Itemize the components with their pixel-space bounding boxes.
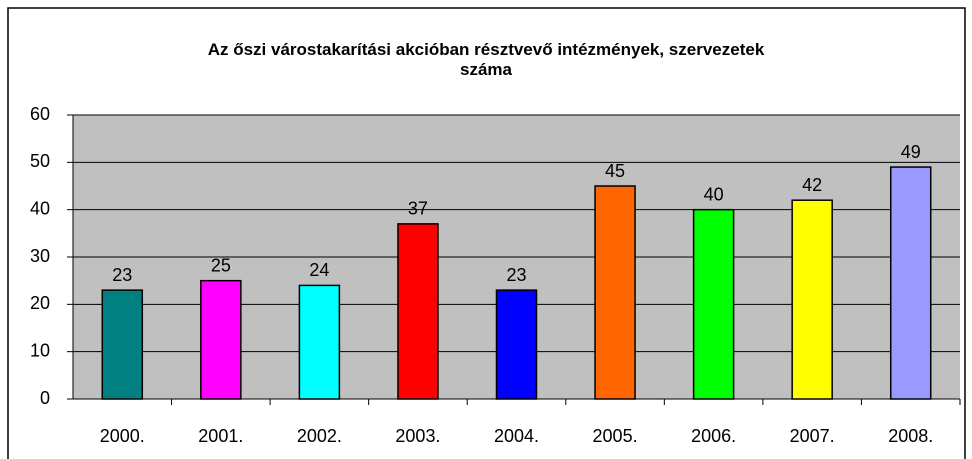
y-tick-label: 40 [30,198,50,218]
y-tick-label: 50 [30,151,50,171]
data-label: 23 [112,265,132,285]
data-label: 40 [704,184,724,204]
bar [200,279,242,400]
bar [594,185,636,400]
y-tick-label: 0 [40,388,50,408]
chart-title: Az őszi várostakarítási akcióban résztve… [207,40,765,79]
data-label: 45 [605,161,625,181]
bar [889,166,932,400]
data-label: 49 [901,142,921,162]
data-label: 42 [802,175,822,195]
x-tick-label: 2006. [691,426,736,446]
x-tick-label: 2007. [790,426,835,446]
y-tick-label: 10 [30,340,50,360]
x-tick-label: 2003. [395,426,440,446]
x-tick-label: 2004. [494,426,539,446]
bar [692,208,735,400]
x-tick-label: 2000. [100,426,145,446]
data-label: 23 [506,265,526,285]
x-tick-label: 2001. [198,426,243,446]
x-tick-label: 2005. [593,426,638,446]
bar [298,284,341,400]
x-tick-label: 2008. [888,426,933,446]
data-label: 25 [211,255,231,275]
bar [791,199,833,400]
y-tick-label: 20 [30,293,50,313]
x-tick-label: 2002. [297,426,342,446]
y-tick-label: 60 [30,104,50,124]
data-label: 24 [309,260,329,280]
y-tick-label: 30 [30,246,50,266]
bar [101,289,144,400]
bar [397,223,439,400]
bar [495,289,538,400]
data-label: 37 [408,199,428,219]
